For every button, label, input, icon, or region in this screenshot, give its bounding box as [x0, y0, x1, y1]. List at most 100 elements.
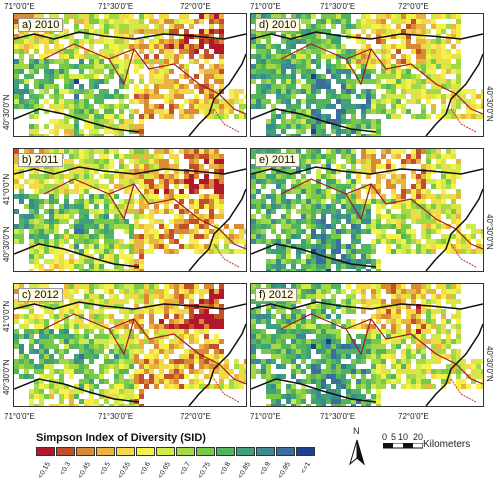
panel-label-a: a) 2010	[18, 18, 64, 32]
legend-label-0: <0.15	[37, 461, 53, 480]
scale-tick-20: 20	[413, 432, 424, 442]
map-panel-e: e) 2011	[250, 148, 484, 272]
admin-boundary	[280, 43, 483, 115]
lon-label-top-left-2: 71°30'0"E	[98, 2, 134, 11]
map-panel-b: b) 2011	[13, 148, 247, 272]
admin-boundary	[450, 243, 477, 268]
north-arrow-icon	[349, 439, 365, 466]
map-canvas-f	[251, 284, 483, 406]
country-border	[251, 243, 377, 268]
map-panel-f: f) 2012	[250, 283, 484, 407]
legend-label-2: <0.45	[77, 461, 93, 480]
legend-title: Simpson Index of Diversity (SID)	[36, 432, 206, 444]
legend-swatch-1	[56, 447, 75, 456]
admin-boundary	[213, 243, 240, 268]
lat-label-left-c1: 41°0'0"N	[2, 300, 11, 332]
admin-boundary	[280, 313, 483, 385]
legend-swatch-11	[256, 447, 275, 456]
country-border	[251, 108, 377, 133]
country-border	[188, 323, 246, 406]
lat-label-left-b1: 41°0'0"N	[2, 173, 11, 205]
lat-label-right-d: 40°30'0"N	[485, 86, 494, 122]
country-border	[188, 53, 246, 136]
panel-label-f: f) 2012	[255, 288, 298, 302]
lon-label-bottom-left-1: 71°0'0"E	[4, 412, 35, 421]
country-border	[14, 166, 246, 175]
lon-label-top-right-3: 72°0'0"E	[398, 2, 429, 11]
admin-boundary	[108, 48, 135, 86]
country-border	[14, 243, 140, 268]
admin-boundary	[450, 108, 477, 133]
admin-boundary	[108, 183, 135, 221]
raster-layer	[14, 284, 246, 406]
lon-label-top-right-2: 71°30'0"E	[320, 2, 356, 11]
legend-swatch-9	[216, 447, 235, 456]
admin-boundary	[213, 378, 240, 403]
admin-boundary	[43, 313, 246, 385]
legend-label-1: <0.3	[59, 461, 73, 477]
scale-tick-5: 5	[391, 432, 397, 442]
raster-layer	[251, 149, 483, 271]
country-border	[14, 31, 246, 40]
legend-label-13: <=1	[299, 461, 313, 475]
lon-label-top-left-1: 71°0'0"E	[4, 2, 35, 11]
lon-label-top-left-3: 72°0'0"E	[180, 2, 211, 11]
lon-label-bottom-right-3: 72°0'0"E	[398, 412, 429, 421]
legend-swatch-6	[156, 447, 175, 456]
north-label: N	[353, 426, 360, 436]
map-canvas-c	[14, 284, 246, 406]
lon-label-bottom-right-1: 71°0'0"E	[250, 412, 281, 421]
lat-label-left-b2: 40°30'0"N	[2, 226, 11, 262]
country-border	[251, 31, 483, 40]
panel-label-d: d) 2010	[255, 18, 301, 32]
lon-label-top-right-1: 71°0'0"E	[250, 2, 281, 11]
country-border	[14, 108, 140, 133]
legend-swatch-4	[116, 447, 135, 456]
admin-boundary	[213, 108, 240, 133]
lat-label-left-a: 40°30'0"N	[2, 94, 11, 130]
map-panel-c: c) 2012	[13, 283, 247, 407]
map-panel-a: a) 2010	[13, 13, 247, 137]
raster-layer	[251, 284, 483, 406]
map-canvas-e	[251, 149, 483, 271]
legend-label-11: <0.9	[259, 461, 273, 477]
country-border	[251, 378, 377, 403]
legend-swatch-0	[36, 447, 55, 456]
admin-boundary	[345, 183, 372, 221]
panel-label-e: e) 2011	[255, 153, 300, 167]
legend-swatch-2	[76, 447, 95, 456]
lon-label-bottom-left-2: 71°30'0"E	[98, 412, 134, 421]
admin-boundary	[345, 48, 372, 86]
legend-swatch-3	[96, 447, 115, 456]
scale-tick-0: 0	[382, 432, 388, 442]
admin-boundary	[345, 318, 372, 356]
legend-swatch-7	[176, 447, 195, 456]
country-border	[251, 166, 483, 175]
panel-label-c: c) 2012	[18, 288, 63, 302]
raster-layer	[251, 14, 483, 136]
legend-swatch-12	[276, 447, 295, 456]
legend-swatch-8	[196, 447, 215, 456]
lat-label-right-f: 40°30'0"N	[485, 346, 494, 382]
admin-boundary	[108, 318, 135, 356]
scale-tick-10: 10	[398, 432, 409, 442]
legend-swatch-13	[296, 447, 315, 456]
lat-label-left-c2: 40°30'0"N	[2, 359, 11, 395]
raster-layer	[14, 14, 246, 136]
scale-bar	[383, 443, 423, 449]
map-canvas-b	[14, 149, 246, 271]
legend-label-8: <0.75	[197, 461, 213, 480]
legend-label-6: <0.65	[157, 461, 173, 480]
legend-label-4: <0.55	[117, 461, 133, 480]
admin-boundary	[450, 378, 477, 403]
panel-label-b: b) 2011	[18, 153, 63, 167]
raster-layer	[14, 149, 246, 271]
country-border	[14, 301, 246, 310]
country-border	[188, 188, 246, 271]
country-border	[14, 378, 140, 403]
legend-label-12: <0.95	[277, 461, 293, 480]
legend-label-9: <0.8	[219, 461, 233, 477]
legend-label-3: <0.5	[99, 461, 113, 477]
legend-label-5: <0.6	[139, 461, 153, 477]
legend-swatch-10	[236, 447, 255, 456]
